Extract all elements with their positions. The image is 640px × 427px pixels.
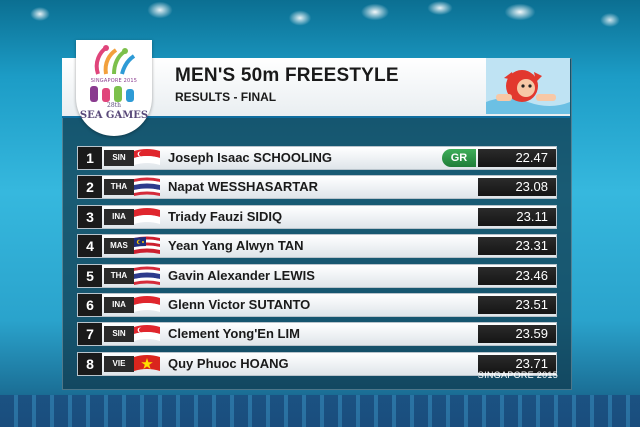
footer-location: SINGAPORE 2015 — [477, 370, 558, 380]
thailand-flag-icon — [134, 177, 160, 197]
logo-top-text: SINGAPORE 2015 — [90, 78, 138, 84]
rank-number: 4 — [78, 235, 102, 258]
finish-time: 23.08 — [478, 178, 556, 197]
result-row: 2 THA Napat WESSHASARTAR 23.08 — [77, 175, 557, 200]
result-row: 3 INA Triady Fauzi SIDIQ 23.11 — [77, 204, 557, 229]
mascot-lion-icon — [486, 58, 570, 114]
rank-number: 3 — [78, 205, 102, 228]
nation-code: VIE — [104, 355, 134, 372]
finish-time: 22.47 — [478, 149, 556, 167]
swimmer-name: Yean Yang Alwyn TAN — [168, 238, 304, 254]
nation-code: INA — [104, 296, 134, 313]
swimmer-name: Napat WESSHASARTAR — [168, 179, 318, 195]
nation-code: MAS — [104, 238, 134, 255]
thailand-flag-icon — [134, 266, 160, 285]
rank-number: 7 — [78, 323, 102, 346]
rank-number: 1 — [78, 147, 102, 169]
event-title: MEN'S 50m FREESTYLE — [175, 65, 399, 86]
singapore-flag-icon — [134, 149, 160, 165]
pool-floor-background — [0, 395, 640, 427]
result-row: 6 INA Glenn Victor SUTANTO 23.51 — [77, 292, 557, 317]
finish-time: 23.46 — [478, 266, 556, 285]
result-row: 7 SIN Clement Yong'En LIM 23.59 — [77, 322, 557, 347]
singapore-flag-icon — [134, 325, 160, 342]
nation-code: THA — [104, 179, 134, 196]
vietnam-flag-icon — [134, 354, 160, 371]
nation-code: INA — [104, 208, 134, 225]
finish-time: 23.31 — [478, 237, 556, 256]
swimmer-name: Gavin Alexander LEWIS — [168, 267, 315, 283]
event-subtitle: RESULTS - FINAL — [175, 90, 277, 104]
pool-lights-background — [0, 0, 640, 40]
result-row: 8 VIE Quy Phuoc HOANG 23.71 — [77, 351, 557, 376]
logo-bars-icon — [90, 86, 134, 102]
indonesia-flag-icon — [134, 207, 160, 224]
sea-games-emblem-icon — [94, 45, 136, 75]
results-list: 1 SIN Joseph Isaac SCHOOLING GR 22.47 2 … — [77, 146, 557, 381]
logo-year-text: 28th — [107, 102, 121, 109]
nation-code: SIN — [104, 150, 134, 166]
swimmer-name: Glenn Victor SUTANTO — [168, 296, 311, 312]
swimmer-name: Joseph Isaac SCHOOLING — [168, 150, 332, 165]
swimmer-name: Triady Fauzi SIDIQ — [168, 208, 283, 224]
finish-time: 23.51 — [478, 295, 556, 314]
result-row: 1 SIN Joseph Isaac SCHOOLING GR 22.47 — [77, 146, 557, 170]
rank-number: 8 — [78, 352, 102, 375]
rank-number: 6 — [78, 293, 102, 316]
logo-name-text: SEA GAMES — [79, 110, 149, 121]
rank-number: 2 — [78, 176, 102, 199]
indonesia-flag-icon — [134, 295, 160, 312]
result-row: 5 THA Gavin Alexander LEWIS 23.46 — [77, 263, 557, 288]
nation-code: SIN — [104, 326, 134, 343]
nation-code: THA — [104, 267, 134, 284]
games-record-badge: GR — [442, 149, 476, 167]
sea-games-logo: SINGAPORE 2015 28th SEA GAMES — [76, 40, 152, 136]
malaysia-flag-icon — [134, 236, 160, 255]
finish-time: 23.71 — [478, 354, 556, 373]
result-row: 4 MAS Yean Yang Alwyn TAN 23.31 — [77, 234, 557, 259]
rank-number: 5 — [78, 264, 102, 287]
swimmer-name: Clement Yong'En LIM — [168, 326, 300, 342]
finish-time: 23.59 — [478, 325, 556, 344]
swimmer-name: Quy Phuoc HOANG — [168, 355, 289, 371]
finish-time: 23.11 — [478, 207, 556, 226]
